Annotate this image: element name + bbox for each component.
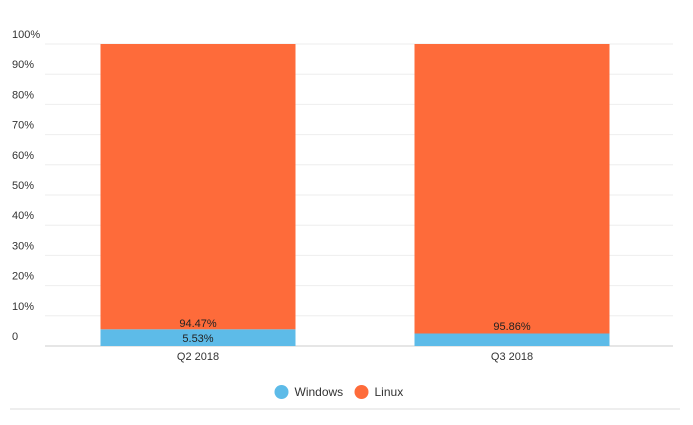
y-tick-label: 40% [12, 210, 34, 222]
bar-linux-0[interactable] [100, 44, 296, 330]
legend-marker [274, 385, 289, 399]
legend-label: Linux [375, 385, 404, 399]
y-tick-label: 30% [12, 240, 34, 252]
y-tick-label: 50% [12, 180, 34, 192]
bar-windows-1[interactable] [414, 333, 610, 346]
legend[interactable]: Windows Linux [274, 385, 404, 399]
y-tick-label: 0 [12, 331, 18, 343]
y-tick-label: 100% [12, 29, 40, 41]
legend-item-windows[interactable]: Windows [274, 385, 344, 399]
y-tick-label: 90% [12, 59, 34, 71]
data-label-linux: 95.86% [493, 321, 531, 333]
y-tick-label: 20% [12, 271, 34, 283]
y-tick-label: 70% [12, 120, 34, 132]
y-tick-label: 80% [12, 89, 34, 101]
x-category-label: Q2 2018 [177, 351, 219, 363]
bar-layer [100, 44, 610, 346]
bar-linux-1[interactable] [414, 44, 610, 334]
x-axis-category-labels: Q2 2018 Q3 2018 [177, 351, 533, 363]
data-label-layer: 94.47% 5.53% 95.86% [179, 318, 531, 345]
y-tick-label: 10% [12, 301, 34, 313]
legend-marker [354, 385, 369, 399]
data-label-linux: 94.47% [179, 318, 217, 330]
data-label-windows: 5.53% [182, 333, 213, 345]
x-category-label: Q3 2018 [491, 351, 533, 363]
y-tick-label: 60% [12, 150, 34, 162]
bar-windows-0[interactable] [100, 329, 296, 346]
legend-label: Windows [295, 385, 344, 399]
y-axis-tick-labels: 0 10% 20% 30% 40% 50% 60% 70% 80% 90% 100% [12, 29, 40, 343]
legend-item-linux[interactable]: Linux [354, 385, 404, 399]
